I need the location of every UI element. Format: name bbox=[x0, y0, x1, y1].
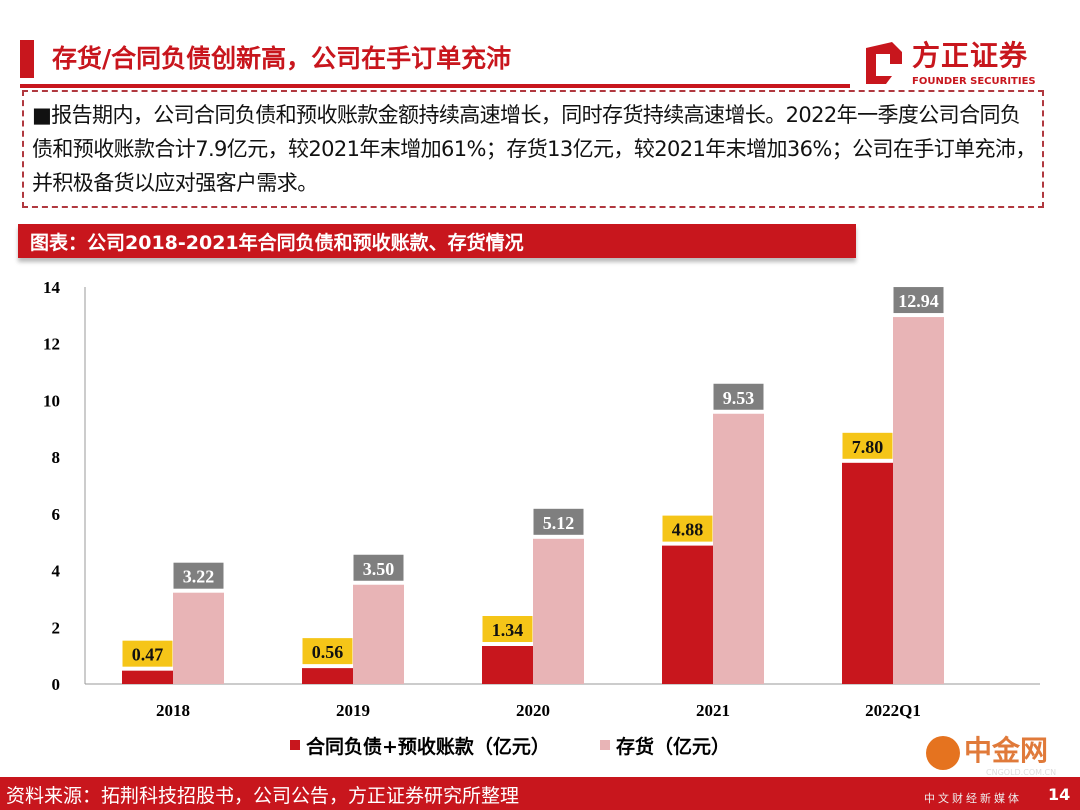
data-label: 7.80 bbox=[852, 437, 884, 457]
title-accent bbox=[20, 40, 34, 78]
data-label-bg bbox=[662, 515, 713, 542]
legend-swatch bbox=[600, 740, 610, 750]
chart-caption: 图表：公司2018-2021年合同负债和预收账款、存货情况 bbox=[18, 224, 856, 258]
bar-inventory bbox=[173, 592, 224, 684]
bar-contract-liabilities bbox=[302, 668, 353, 684]
y-tick-label: 6 bbox=[52, 505, 61, 524]
y-tick-label: 10 bbox=[43, 391, 60, 410]
data-label: 0.47 bbox=[132, 645, 164, 665]
bar-inventory bbox=[533, 538, 584, 684]
legend-label: 存货（亿元） bbox=[616, 735, 730, 758]
bar-contract-liabilities bbox=[122, 670, 173, 684]
title-divider bbox=[20, 84, 850, 88]
legend-label: 合同负债+预收账款（亿元） bbox=[306, 735, 550, 758]
data-label: 4.88 bbox=[672, 520, 704, 540]
data-label-bg bbox=[842, 432, 893, 459]
page-title: 存货/合同负债创新高，公司在手订单充沛 bbox=[52, 44, 512, 73]
logo-subtext: FOUNDER SECURITIES bbox=[912, 76, 1036, 87]
data-label: 1.34 bbox=[492, 620, 524, 640]
data-label-bg bbox=[893, 287, 944, 314]
bar-inventory bbox=[713, 413, 764, 684]
bar-contract-liabilities bbox=[482, 646, 533, 684]
data-label: 9.53 bbox=[723, 388, 755, 408]
x-tick-label: 2020 bbox=[516, 701, 550, 720]
bar-inventory bbox=[893, 317, 944, 684]
x-tick-label: 2021 bbox=[696, 701, 730, 720]
data-label-bg bbox=[533, 508, 584, 535]
bar-contract-liabilities bbox=[662, 545, 713, 684]
data-label-bg bbox=[353, 554, 404, 581]
y-tick-label: 8 bbox=[52, 448, 61, 467]
data-label: 3.22 bbox=[183, 567, 215, 587]
founder-logo: 方正证券 FOUNDER SECURITIES bbox=[862, 40, 1062, 92]
x-tick-label: 2019 bbox=[336, 701, 370, 720]
page-number: 14 bbox=[1048, 785, 1071, 804]
chart-caption-text: 图表：公司2018-2021年合同负债和预收账款、存货情况 bbox=[30, 232, 524, 254]
y-tick-label: 12 bbox=[43, 335, 60, 354]
watermark: 中金网 CNGOLD.COM.CN 中文财经新媒体 14 bbox=[920, 736, 1080, 810]
watermark-en: CNGOLD.COM.CN bbox=[986, 768, 1057, 777]
data-label-bg bbox=[482, 616, 533, 643]
data-label: 3.50 bbox=[363, 559, 395, 579]
y-tick-label: 0 bbox=[52, 675, 61, 694]
watermark-slogan: 中文财经新媒体 bbox=[924, 792, 1022, 805]
y-tick-label: 14 bbox=[43, 278, 61, 297]
data-label-bg bbox=[713, 383, 764, 410]
data-label-bg bbox=[173, 562, 224, 589]
data-label: 0.56 bbox=[312, 642, 344, 662]
data-label: 5.12 bbox=[543, 513, 575, 533]
bar-inventory bbox=[353, 584, 404, 684]
legend-swatch bbox=[290, 740, 300, 750]
watermark-logo-icon bbox=[926, 736, 960, 770]
summary-box: ■报告期内，公司合同负债和预收账款金额持续高速增长，同时存货持续高速增长。202… bbox=[22, 90, 1044, 208]
x-tick-label: 2022Q1 bbox=[865, 701, 921, 720]
summary-text: ■报告期内，公司合同负债和预收账款金额持续高速增长，同时存货持续高速增长。202… bbox=[32, 103, 1036, 195]
y-tick-label: 2 bbox=[52, 618, 61, 637]
x-tick-label: 2018 bbox=[156, 701, 190, 720]
y-tick-label: 4 bbox=[52, 562, 61, 581]
data-label-bg bbox=[122, 640, 173, 667]
logo-text: 方正证券 bbox=[912, 39, 1029, 72]
bar-contract-liabilities bbox=[842, 462, 893, 684]
watermark-cn: 中金网 bbox=[964, 734, 1049, 767]
source-note: 资料来源：拓荆科技招股书，公司公告，方正证券研究所整理 bbox=[6, 785, 520, 807]
footer-bar: 资料来源：拓荆科技招股书，公司公告，方正证券研究所整理 bbox=[0, 777, 1080, 810]
logo-mark-icon bbox=[866, 42, 902, 84]
data-label: 12.94 bbox=[898, 291, 939, 311]
data-label-bg bbox=[302, 638, 353, 665]
